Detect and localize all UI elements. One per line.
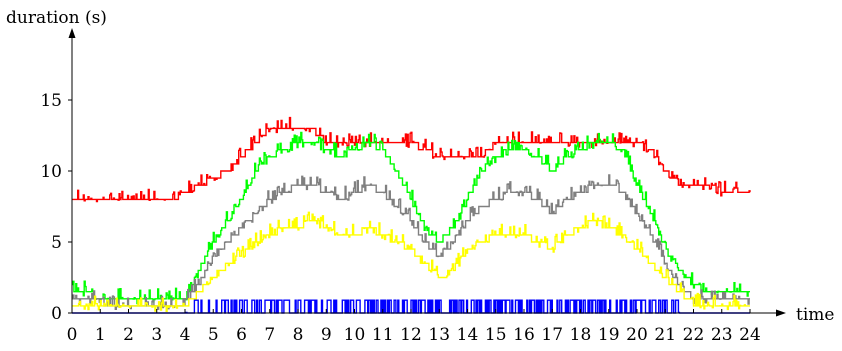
x-tick-label: 4: [180, 325, 191, 345]
x-tick-label: 0: [67, 325, 78, 345]
x-tick-label: 21: [654, 325, 676, 345]
x-tick-label: 11: [372, 325, 394, 345]
x-axis-label: time: [796, 305, 834, 325]
x-tick-label: 15: [485, 325, 507, 345]
y-tick-label: 5: [51, 233, 62, 253]
x-tick-label: 24: [739, 325, 761, 345]
series-line: [72, 116, 751, 203]
x-tick-label: 17: [541, 325, 563, 345]
x-axis-arrow: [776, 309, 786, 317]
axes: [68, 28, 786, 317]
x-tick-label: 7: [264, 325, 275, 345]
ticks: 0 1 2 3 4 5 6 7 8 9 10 11 12 13 14 15 16 17 18 19 20 21 22 23 24…: [40, 91, 760, 345]
x-tick-label: 23: [711, 325, 733, 345]
series-line: [72, 131, 750, 305]
x-tick-label: 13: [428, 325, 450, 345]
series-line: [72, 211, 750, 313]
y-tick-label: 15: [40, 91, 62, 111]
x-tick-label: 9: [321, 325, 332, 345]
x-tick-label: 8: [293, 325, 304, 345]
x-tick-label: 18: [570, 325, 592, 345]
x-tick-label: 22: [683, 325, 705, 345]
x-tick-label: 2: [123, 325, 134, 345]
y-tick-label: 10: [40, 162, 62, 182]
x-tick-label: 20: [626, 325, 648, 345]
series-layer: [72, 116, 751, 314]
y-tick-label: 0: [51, 304, 62, 324]
x-tick-label: 10: [344, 325, 366, 345]
y-axis-arrow: [68, 28, 76, 38]
x-tick-label: 1: [95, 325, 106, 345]
x-tick-label: 3: [151, 325, 162, 345]
series-line: [72, 174, 750, 310]
x-tick-label: 19: [598, 325, 620, 345]
x-tick-label: 14: [457, 325, 479, 345]
x-tick-label: 12: [400, 325, 422, 345]
x-tick-label: 6: [236, 325, 247, 345]
x-tick-label: 5: [208, 325, 219, 345]
y-axis-label: duration (s): [6, 8, 107, 28]
x-tick-label: 16: [513, 325, 535, 345]
